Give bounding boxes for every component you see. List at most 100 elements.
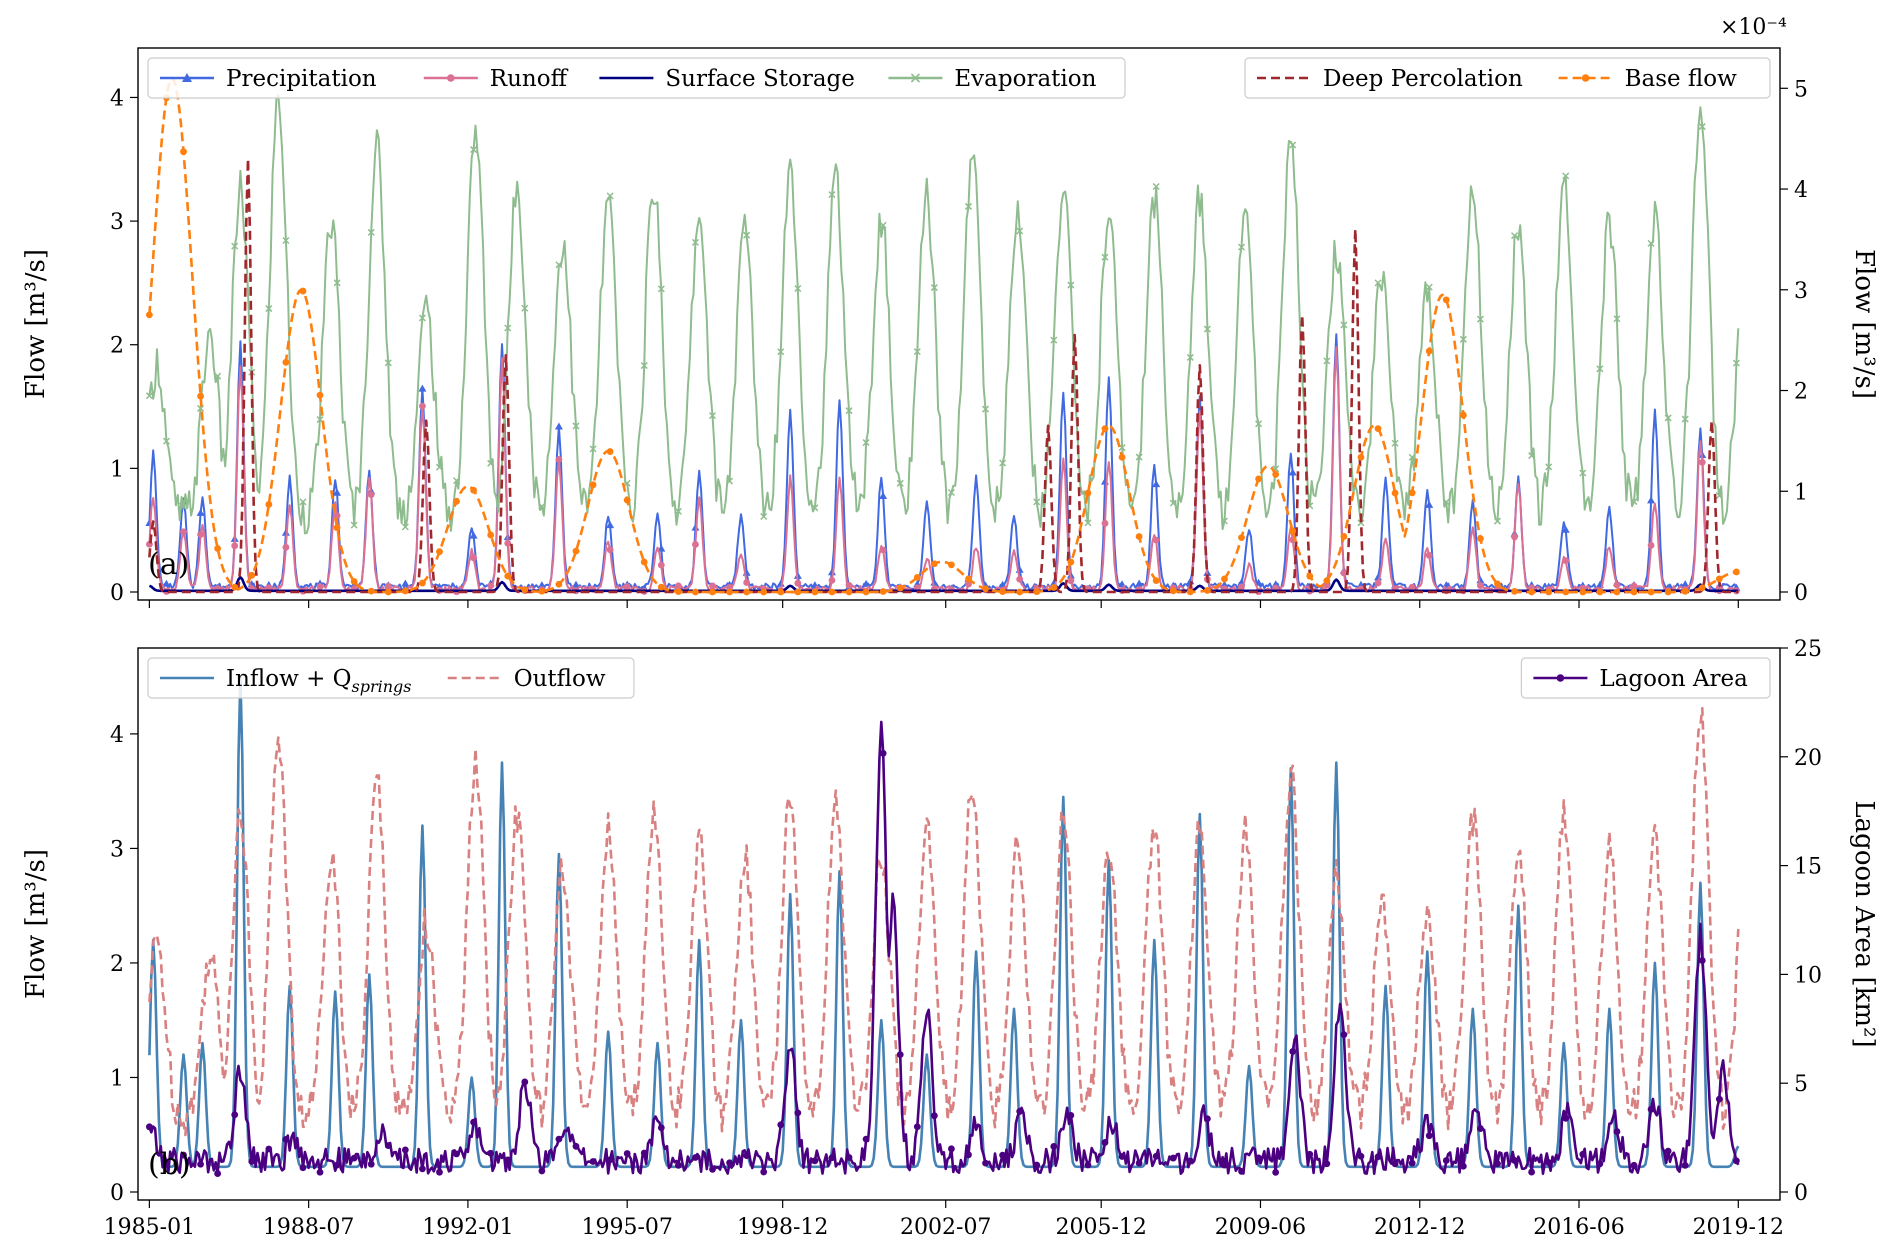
data-point-runoff [1647, 542, 1655, 549]
data-point-lagoon-area [1511, 1157, 1518, 1164]
data-point-base-flow [1118, 453, 1126, 461]
data-point-lagoon-area [982, 1159, 989, 1167]
data-point-lagoon-area [180, 1151, 187, 1159]
data-point-lagoon-area [1357, 1152, 1365, 1160]
data-point-evaporation [862, 439, 870, 447]
legend-box [1244, 57, 1771, 99]
data-point-lagoon-area [828, 1154, 836, 1162]
data-point-runoff [845, 581, 853, 589]
data-point-evaporation [231, 242, 239, 250]
data-point-precipitation [1288, 468, 1297, 476]
plot-frame [137, 47, 1781, 601]
data-point-base-flow [726, 588, 733, 596]
data-point-base-flow [1340, 533, 1348, 540]
data-point-base-flow [1135, 533, 1143, 540]
data-point-evaporation [1630, 498, 1638, 506]
data-point-runoff [1067, 577, 1075, 585]
data-point-base-flow [1084, 489, 1092, 497]
data-point-evaporation [589, 445, 597, 453]
x-tick-label: 1998-12 [737, 1215, 828, 1240]
data-point-base-flow [1169, 587, 1177, 595]
y-right-tick-label: 2 [1794, 380, 1808, 405]
data-point-lagoon-area [845, 1154, 853, 1161]
data-point-base-flow [487, 531, 495, 539]
x-tick-label: 2009-06 [1215, 1215, 1306, 1240]
data-point-evaporation [1476, 315, 1484, 323]
series-line-inflow-q [148, 675, 1740, 1169]
data-point-base-flow [1425, 347, 1433, 355]
data-point-base-flow [436, 548, 443, 556]
data-point-base-flow [999, 588, 1007, 596]
data-point-runoff [965, 580, 972, 588]
y-tick-label: 3 [110, 210, 124, 235]
legend-right: Lagoon Area [1520, 657, 1771, 699]
data-point-lagoon-area [726, 1159, 733, 1167]
data-point-lagoon-area [965, 1151, 972, 1159]
data-point-lagoon-area [1545, 1159, 1553, 1166]
data-point-base-flow [453, 497, 460, 505]
data-point-lagoon-area [1732, 1157, 1740, 1165]
data-point-lagoon-area [1664, 1147, 1672, 1155]
data-point-lagoon-area [1562, 1114, 1570, 1122]
data-point-lagoon-area [419, 1165, 426, 1173]
y-right-tick-label: 5 [1794, 1072, 1808, 1097]
data-point-runoff [623, 583, 631, 590]
y-right-tick-label: 0 [1794, 1181, 1808, 1206]
data-point-evaporation [1613, 315, 1621, 323]
data-point-base-flow [265, 501, 273, 508]
data-point-evaporation [1050, 336, 1058, 344]
data-point-evaporation [708, 412, 717, 420]
y-tick-label: 0 [110, 581, 124, 606]
data-point-base-flow [1732, 568, 1740, 576]
data-point-runoff [316, 583, 324, 590]
data-point-precipitation [1220, 580, 1229, 588]
data-point-base-flow [1698, 584, 1706, 592]
data-point-evaporation [1067, 281, 1075, 289]
data-point-precipitation [691, 523, 700, 531]
y-right-tick-label: 5 [1794, 77, 1808, 102]
series-line-lagoon-area [148, 720, 1740, 1175]
data-point-lagoon-area [896, 1051, 904, 1059]
y-tick-label: 4 [110, 723, 124, 748]
data-point-base-flow [470, 486, 478, 494]
data-point-base-flow [811, 588, 819, 596]
data-point-precipitation [1425, 500, 1434, 508]
legend-right: Deep Percolation Base flow [1244, 57, 1771, 99]
data-point-lagoon-area [999, 1151, 1007, 1159]
data-point-evaporation [572, 422, 580, 430]
legend-box [147, 657, 635, 699]
data-point-evaporation [384, 359, 392, 367]
data-point-lagoon-area [1425, 1132, 1433, 1140]
data-point-evaporation [1511, 232, 1519, 240]
data-point-base-flow [521, 586, 529, 594]
x-tick-label: 1988-07 [263, 1215, 354, 1240]
data-point-base-flow [896, 584, 904, 592]
data-point-evaporation [538, 502, 546, 510]
legend-label: Evaporation [954, 66, 1096, 92]
data-point-lagoon-area [589, 1158, 597, 1165]
data-point-evaporation [606, 192, 614, 200]
data-point-evaporation [1664, 414, 1672, 422]
data-point-precipitation [537, 581, 546, 589]
data-point-lagoon-area [1067, 1111, 1075, 1119]
data-point-evaporation [1169, 499, 1177, 507]
data-point-base-flow [1186, 588, 1194, 596]
data-point-evaporation [1340, 321, 1348, 329]
data-point-evaporation [453, 477, 461, 485]
data-point-evaporation [1596, 365, 1604, 373]
data-point-lagoon-area [743, 1152, 751, 1160]
data-point-lagoon-area [145, 1123, 153, 1131]
data-point-runoff [504, 539, 512, 547]
data-point-lagoon-area [1442, 1157, 1450, 1164]
legend-label: Precipitation [226, 66, 377, 92]
legend-box [1520, 657, 1771, 699]
data-point-lagoon-area [367, 1160, 375, 1168]
data-point-lagoon-area [1391, 1160, 1399, 1168]
data-point-evaporation [435, 463, 444, 471]
data-point-runoff [674, 582, 682, 590]
x-tick-label: 2002-07 [900, 1215, 991, 1240]
data-point-lagoon-area [760, 1168, 768, 1176]
data-point-evaporation [1033, 498, 1041, 506]
data-point-base-flow [1545, 588, 1553, 596]
